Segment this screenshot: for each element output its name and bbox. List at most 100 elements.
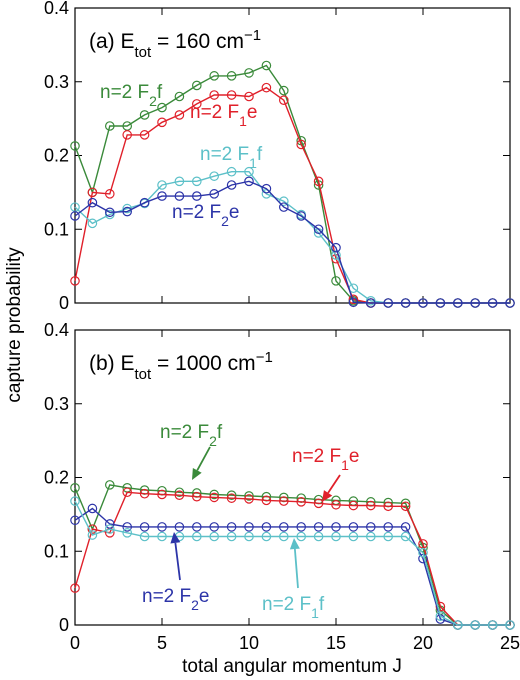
data-point-F2f — [226, 71, 237, 81]
data-point-F2f — [244, 491, 254, 501]
data-point-F2e — [331, 242, 341, 253]
data-point-F1f — [139, 531, 150, 542]
label-suffix: f — [257, 144, 263, 165]
data-point-F1f — [70, 496, 80, 506]
data-point-F2e — [296, 211, 306, 221]
data-point-F2f — [105, 121, 115, 131]
data-point-F2e — [244, 176, 254, 187]
arrow-head-F1e — [322, 490, 333, 502]
series-label-F1e: n=2 F1e — [292, 446, 360, 473]
series-label-F1f: n=2 F1f — [200, 144, 263, 171]
data-point-F1e — [244, 494, 254, 504]
data-point-F2f — [209, 489, 219, 500]
label-main: n=2 F — [262, 594, 311, 615]
arrow-head-F2e — [170, 532, 181, 544]
data-point-F1e — [174, 490, 185, 500]
data-point-F1e — [157, 489, 167, 500]
data-point-F2e — [105, 207, 115, 218]
data-point-F1f — [174, 176, 185, 187]
series-label-F1e: n=2 F1e — [190, 102, 258, 129]
y-tick-label: 0.1 — [44, 541, 69, 561]
data-point-F1e — [122, 130, 132, 140]
x-tick-label: 15 — [326, 633, 346, 653]
data-point-F1e — [226, 90, 237, 100]
data-point-F2e — [261, 522, 272, 532]
label-subscript: 2 — [221, 213, 229, 229]
data-point-F2e — [87, 197, 98, 208]
data-point-F2f — [209, 71, 219, 81]
data-point-F2e — [139, 197, 150, 208]
label-suffix: f — [157, 82, 163, 103]
data-point-F2f — [192, 80, 202, 91]
data-point-F1f — [87, 530, 98, 540]
data-point-F1f — [209, 531, 219, 542]
data-point-F1f — [278, 531, 289, 542]
panel-title: (b) Etot = 1000 cm−1 — [89, 349, 273, 383]
data-point-F1e — [348, 500, 359, 511]
series-label-F2f: n=2 F2f — [160, 422, 223, 449]
data-point-F1e — [313, 498, 324, 509]
series-label-F2f: n=2 F2f — [100, 82, 163, 109]
label-subscript: 1 — [249, 155, 257, 171]
title-subscript: tot — [135, 44, 153, 61]
data-point-F1f — [331, 250, 341, 260]
data-point-F1f — [487, 620, 498, 630]
data-point-F1f — [157, 180, 167, 190]
data-point-F1e — [70, 276, 80, 286]
data-point-F2e — [278, 202, 289, 212]
y-tick-label: 0.4 — [44, 320, 69, 340]
title-main: (a) E — [89, 30, 135, 53]
data-point-F2e — [122, 206, 132, 217]
data-point-F1e — [157, 117, 167, 128]
data-point-F1f — [209, 171, 219, 181]
y-tick-label: 0.3 — [44, 72, 69, 92]
data-point-F2e — [226, 180, 237, 190]
data-point-F1f — [192, 176, 202, 187]
data-point-F2f — [105, 480, 115, 490]
label-subscript: 1 — [239, 113, 247, 129]
data-point-F2e — [192, 522, 202, 532]
data-point-F2f — [261, 60, 272, 71]
label-main: n=2 F — [190, 102, 239, 123]
title-subscript: tot — [135, 366, 153, 383]
data-point-F2e — [313, 224, 324, 235]
data-point-F1e — [192, 99, 202, 109]
data-point-F1f — [87, 218, 98, 229]
label-main: n=2 F — [200, 144, 249, 165]
series-line-F1e — [74, 86, 510, 304]
data-point-F2e — [418, 298, 428, 308]
data-point-F1e — [122, 487, 132, 498]
data-point-F2f — [331, 276, 341, 286]
label-subscript: 2 — [191, 597, 199, 613]
data-point-F1e — [331, 499, 341, 510]
data-point-F1f — [365, 531, 376, 542]
arrow-F1e — [327, 474, 341, 494]
title-main-2: = 1000 cm — [151, 352, 255, 375]
arrow-head-F2f — [192, 467, 202, 480]
data-point-F2e — [70, 211, 80, 221]
data-point-F1f — [435, 611, 446, 621]
data-point-F1e — [383, 501, 393, 512]
data-point-F2e — [400, 522, 411, 532]
data-point-F1f — [470, 620, 480, 630]
data-point-F2f — [174, 91, 185, 102]
arrow-F2e — [174, 542, 181, 581]
series-line-F1e — [74, 491, 510, 626]
arrow-F1f — [293, 548, 299, 589]
data-point-F1e — [348, 294, 359, 305]
label-subscript: 1 — [341, 457, 349, 473]
data-point-F1f — [244, 166, 254, 177]
title-main-2: = 160 cm — [151, 30, 244, 53]
data-point-F2e — [139, 522, 150, 532]
data-point-F1f — [400, 531, 411, 542]
data-point-F1e — [400, 501, 411, 512]
data-point-F2e — [70, 515, 80, 526]
data-point-F2e — [470, 298, 480, 308]
data-point-F2e — [331, 522, 341, 532]
data-point-F1e — [70, 583, 80, 593]
panel-b: 0 0.1 0.2 0.3 0.4 0 5 10 15 20 25 (b) Etot = 1000 c… — [44, 320, 520, 653]
data-point-F1f — [296, 531, 306, 542]
label-suffix: f — [217, 422, 223, 443]
data-point-F1f — [226, 166, 237, 177]
